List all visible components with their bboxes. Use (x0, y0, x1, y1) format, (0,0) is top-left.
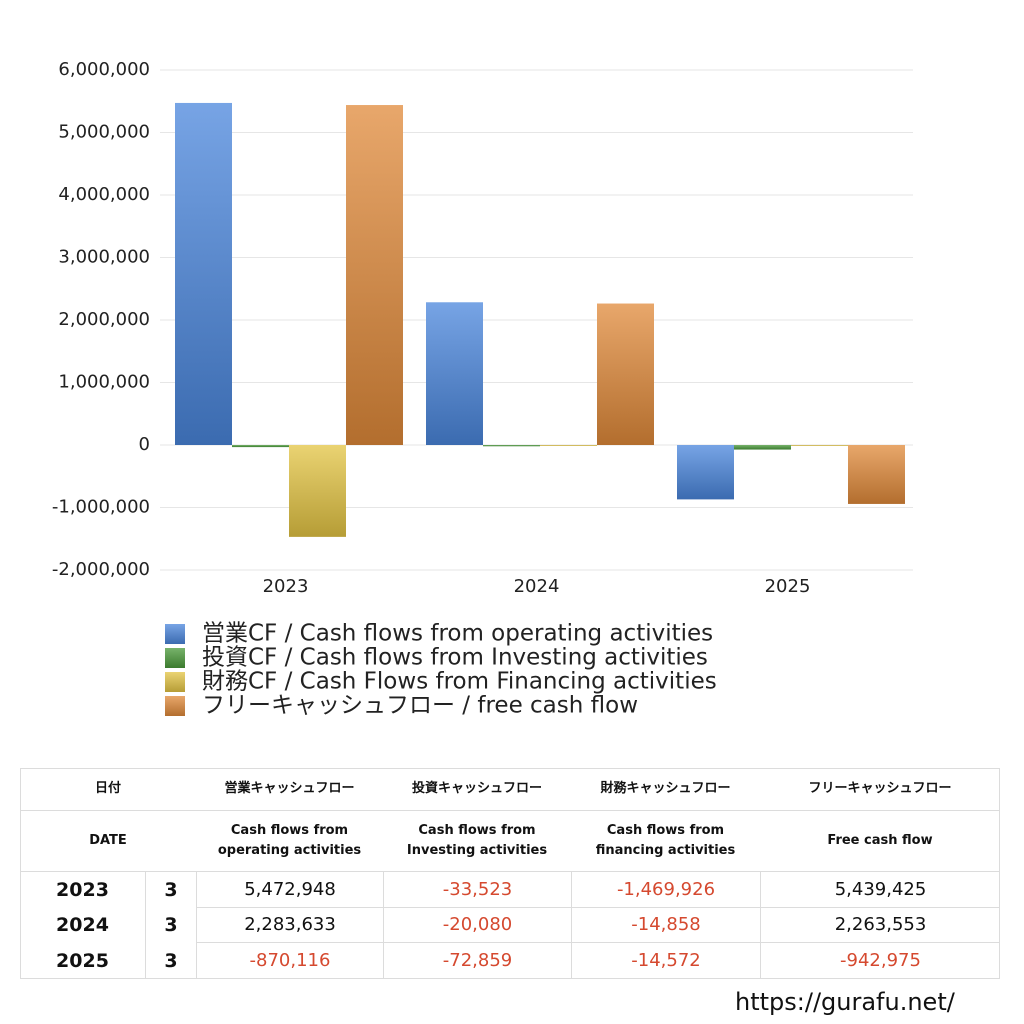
bar (734, 445, 791, 450)
value-cell: -33,523 (383, 872, 571, 908)
value-cell: -14,858 (571, 907, 760, 943)
legend-swatch (165, 624, 185, 644)
subheader-line: Free cash flow (827, 833, 933, 848)
legend-swatch (165, 672, 185, 692)
row-year: 2024 (56, 914, 109, 937)
y-tick-label: 4,000,000 (58, 184, 150, 205)
subheader-cell: Cash flows from Investing activities (383, 811, 571, 872)
y-tick-label: -2,000,000 (52, 559, 150, 580)
value-cell: -20,080 (383, 907, 571, 943)
bar (232, 445, 289, 448)
legend-swatch (165, 696, 185, 716)
value-cell: -72,859 (383, 943, 571, 979)
subheader-line: operating activities (217, 843, 362, 858)
value-cell: 5,472,948 (196, 872, 383, 908)
subheader-cell: Cash flows from operating activities (196, 811, 383, 872)
header-cell: 投資キャッシュフロー (383, 768, 571, 811)
x-tick-label: 2024 (514, 576, 560, 597)
chart: -2,000,000 -1,000,000 0 1,000,000 2,000,000 3… (52, 59, 913, 719)
bar (540, 445, 597, 446)
bar (848, 445, 905, 504)
header-cell: 財務キャッシュフロー (571, 768, 760, 811)
subheader-line: Investing activities (406, 843, 548, 858)
y-tick-label: 2,000,000 (58, 309, 150, 330)
footer-url: https://gurafu.net/ (735, 988, 955, 1016)
value-cell: 5,439,425 (760, 872, 1000, 908)
bar (677, 445, 734, 500)
subheader-cell: Free cash flow (760, 811, 1000, 872)
subheader-cell: Cash flows from financing activities (571, 811, 760, 872)
value-cell: -942,975 (760, 943, 1000, 979)
value-cell: -14,572 (571, 943, 760, 979)
y-tick-label: 0 (139, 434, 150, 455)
y-tick-label: 3,000,000 (58, 247, 150, 268)
subheader-cell: DATE (20, 811, 196, 872)
row-month: 3 (145, 943, 196, 979)
row-month: 3 (145, 872, 196, 908)
table-frame (20, 768, 1000, 979)
row-month: 3 (145, 907, 196, 943)
legend-swatch (165, 648, 185, 668)
y-tick-label: 1,000,000 (58, 372, 150, 393)
bar (426, 302, 483, 445)
subheader-line: DATE (89, 833, 127, 848)
legend-label: 投資CF / Cash flows from Investing activit… (202, 645, 708, 671)
header-cell: 営業キャッシュフロー (196, 768, 383, 811)
y-tick-label: 5,000,000 (58, 122, 150, 143)
bar (175, 102, 232, 446)
value-cell: -1,469,926 (571, 872, 760, 908)
legend-label: 営業CF / Cash flows from operating activit… (202, 621, 713, 647)
bar (791, 445, 848, 446)
x-tick-label: 2023 (263, 576, 309, 597)
bar (289, 445, 346, 537)
row-year: 2025 (56, 949, 109, 972)
subheader-line: Cash flows from (230, 823, 349, 838)
y-tick-label: 6,000,000 (58, 59, 150, 80)
legend-label: 財務CF / Cash Flows from Financing activit… (202, 669, 717, 695)
subheader-line: Cash flows from (418, 823, 536, 838)
value-cell: -870,116 (196, 943, 383, 979)
bar (597, 303, 654, 445)
value-cell: 2,263,553 (760, 907, 1000, 943)
legend-label: フリーキャッシュフロー / free cash flow (202, 693, 638, 719)
row-year: 2023 (56, 878, 109, 901)
bar (346, 105, 403, 445)
subheader-line: Cash flows from (606, 823, 725, 838)
y-tick-label: -1,000,000 (52, 497, 150, 518)
header-cell: 日付 (20, 768, 196, 811)
x-tick-label: 2025 (765, 576, 811, 597)
bar (483, 445, 540, 447)
value-cell: 2,283,633 (196, 907, 383, 943)
subheader-line: financing activities (595, 843, 736, 858)
header-cell: フリーキャッシュフロー (760, 768, 1000, 811)
